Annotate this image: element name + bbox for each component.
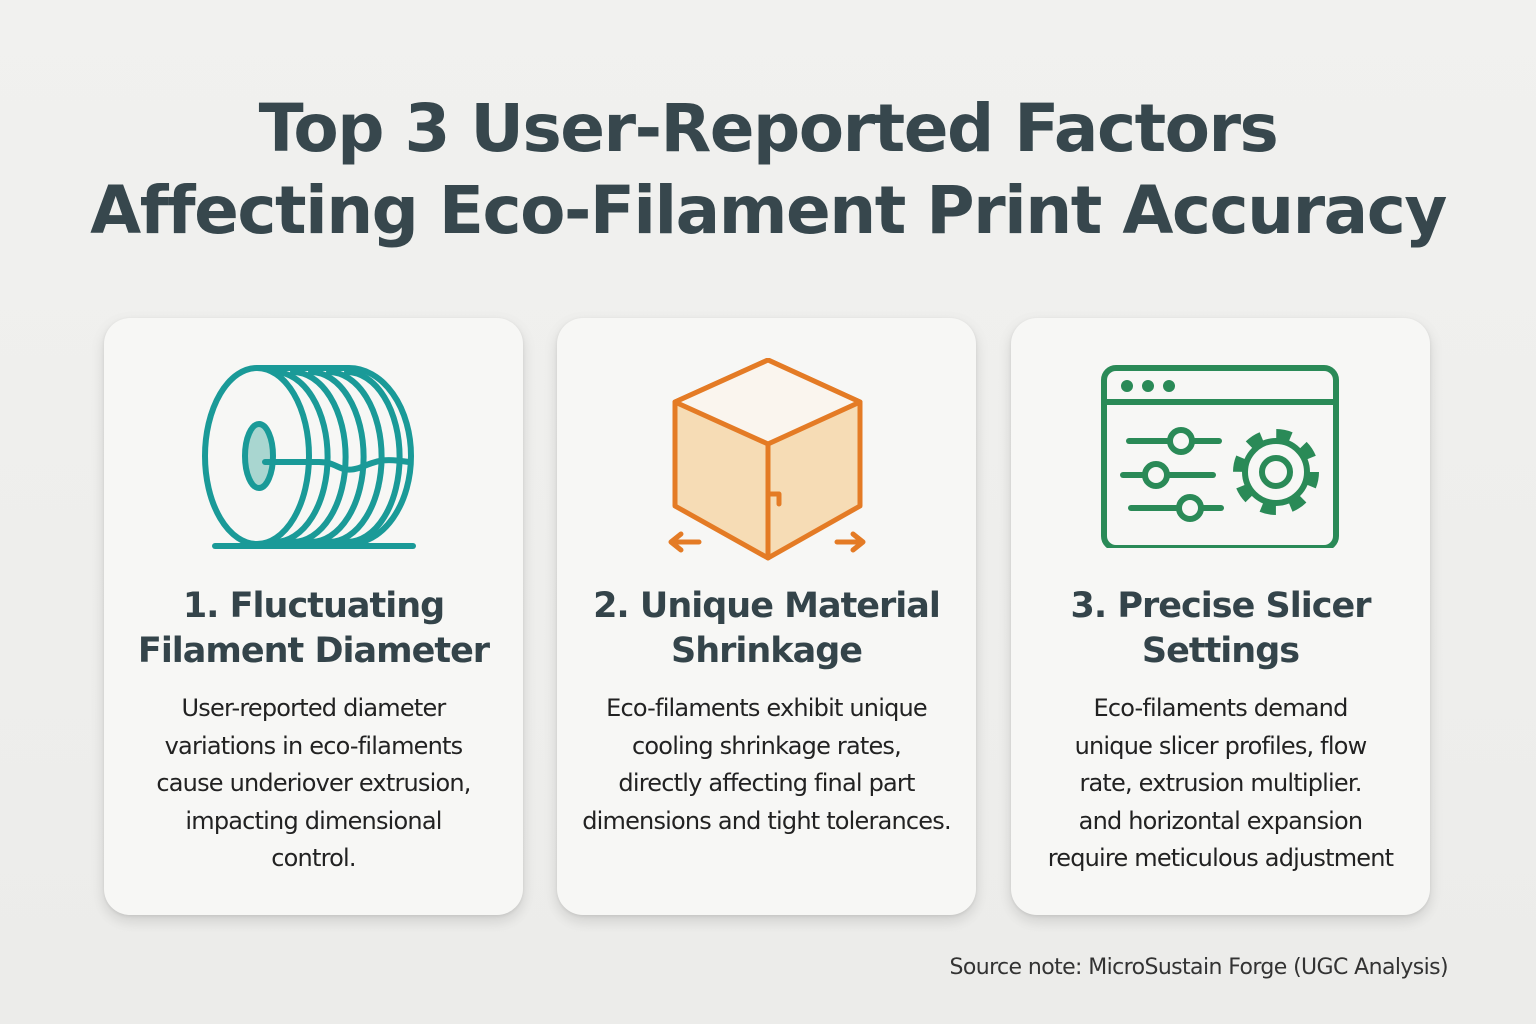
factor-card-1: 1. Fluctuating Filament Diameter User-re… (104, 318, 523, 915)
description-line: require meticulous adjustment (1047, 844, 1394, 872)
card-title: 1. Fluctuating Filament Diameter (104, 584, 523, 674)
factor-card-3: 3. Precise Slicer Settings Eco-filaments… (1011, 318, 1430, 915)
factor-card-2: 2. Unique Material Shrinkage Eco-filamen… (557, 318, 976, 915)
filament-spool-icon (104, 358, 523, 558)
card-title-line: Shrinkage (671, 631, 863, 671)
description-line: unique slicer profiles, flow (1074, 731, 1368, 760)
title-line-2: Affecting Eco-Filament Print Accuracy (90, 172, 1447, 249)
description-line: cooling shrinkage rates, (632, 731, 902, 760)
description-line: Eco-filaments demand (1093, 694, 1348, 722)
description-line: rate, extrusion multiplier. (1079, 769, 1362, 797)
source-note: Source note: MicroSustain Forge (UGC Ana… (949, 955, 1449, 980)
description-line: User-reported diameter (181, 694, 447, 722)
description-line: Eco-filaments exhibit unique (606, 694, 928, 722)
card-description: Eco-filaments demand unique slicer profi… (1021, 690, 1420, 878)
description-line: control. (271, 844, 356, 872)
card-description: Eco-filaments exhibit unique cooling shr… (567, 690, 966, 840)
title-line-1: Top 3 User-Reported Factors (258, 90, 1279, 167)
description-line: dimensions and tight tolerances. (582, 806, 951, 835)
card-title-line: Filament Diameter (137, 631, 490, 671)
card-title-line: 3. Precise Slicer (1070, 586, 1372, 626)
card-title-line: 2. Unique Material (593, 586, 941, 626)
description-line: variations in eco-filaments (164, 731, 463, 760)
card-title-line: Settings (1141, 631, 1300, 671)
card-description: User-reported diameter variations in eco… (114, 690, 513, 878)
shrinking-cube-icon (557, 358, 976, 561)
slicer-settings-window-icon (1011, 358, 1430, 558)
description-line: cause underiover extrusion, (156, 769, 471, 797)
card-title-line: 1. Fluctuating (182, 586, 445, 626)
description-line: directly affecting final part (618, 769, 915, 797)
description-line: and horizontal expansion (1078, 806, 1363, 835)
description-line: impacting dimensional (185, 806, 442, 835)
card-title: 3. Precise Slicer Settings (1011, 584, 1430, 674)
page-title: Top 3 User-Reported Factors Affecting Ec… (0, 88, 1536, 252)
card-title: 2. Unique Material Shrinkage (557, 584, 976, 674)
